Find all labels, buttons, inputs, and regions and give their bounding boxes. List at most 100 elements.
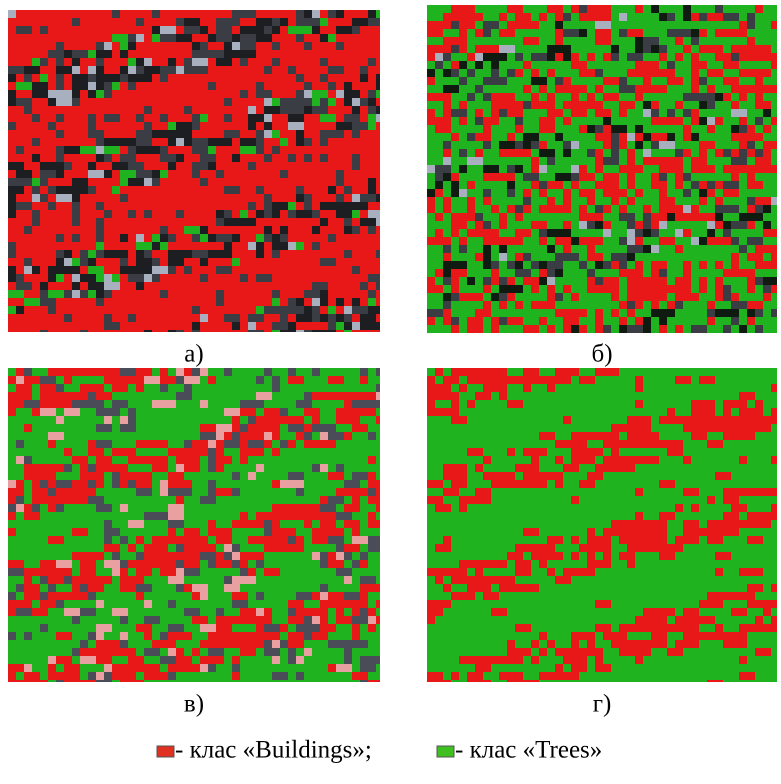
texture	[288, 186, 296, 194]
texture	[443, 237, 451, 245]
texture	[683, 317, 691, 325]
texture	[64, 58, 72, 66]
texture	[128, 330, 144, 338]
texture	[435, 117, 443, 125]
texture	[635, 173, 643, 181]
texture	[352, 488, 360, 496]
texture	[120, 90, 128, 98]
texture	[675, 277, 683, 285]
texture	[80, 322, 88, 330]
texture	[104, 536, 112, 544]
texture	[344, 392, 352, 400]
texture	[80, 122, 88, 130]
texture	[539, 173, 555, 181]
texture	[136, 560, 144, 568]
texture	[312, 266, 320, 274]
texture	[491, 197, 499, 205]
texture	[475, 245, 483, 253]
texture	[208, 98, 216, 106]
texture	[427, 237, 435, 245]
texture	[587, 285, 595, 293]
texture	[336, 592, 344, 600]
texture	[515, 656, 523, 664]
texture	[531, 640, 539, 648]
texture	[739, 45, 747, 53]
texture	[691, 408, 699, 416]
texture	[515, 464, 523, 472]
texture	[467, 157, 475, 165]
texture	[483, 21, 491, 29]
texture	[771, 45, 779, 53]
texture	[168, 480, 176, 488]
texture	[368, 472, 376, 480]
texture	[288, 266, 296, 274]
texture	[643, 157, 651, 165]
texture	[96, 138, 104, 146]
texture	[80, 648, 88, 656]
texture	[715, 416, 723, 424]
texture	[459, 237, 467, 245]
texture	[360, 50, 368, 58]
texture	[104, 456, 112, 464]
texture	[96, 384, 104, 392]
texture	[747, 424, 763, 432]
texture	[683, 624, 699, 632]
texture	[491, 181, 499, 189]
texture	[208, 154, 216, 162]
texture	[627, 29, 643, 37]
texture	[675, 109, 683, 117]
texture	[475, 205, 483, 213]
texture	[264, 202, 272, 210]
texture	[328, 210, 336, 218]
texture	[763, 317, 779, 325]
texture	[659, 101, 667, 109]
texture	[643, 37, 651, 45]
texture	[80, 66, 88, 74]
texture	[443, 408, 451, 416]
texture	[467, 261, 483, 269]
texture	[352, 536, 368, 544]
texture	[771, 384, 779, 392]
texture	[256, 392, 272, 400]
texture	[224, 584, 240, 592]
texture	[467, 109, 475, 117]
texture	[8, 106, 24, 114]
texture	[603, 133, 611, 141]
texture	[120, 178, 128, 186]
texture	[579, 141, 587, 149]
texture	[168, 178, 176, 186]
texture	[579, 285, 587, 293]
texture	[723, 253, 731, 261]
texture	[635, 229, 643, 237]
texture	[627, 141, 635, 149]
texture	[144, 648, 160, 656]
texture	[539, 317, 547, 325]
texture	[320, 10, 328, 18]
texture	[691, 261, 699, 269]
texture	[723, 432, 731, 440]
texture	[435, 608, 443, 616]
texture	[312, 242, 320, 250]
texture	[515, 648, 531, 656]
texture	[531, 456, 539, 464]
texture	[643, 536, 659, 544]
texture	[747, 133, 755, 141]
texture	[328, 290, 344, 298]
texture	[376, 520, 384, 528]
texture	[771, 456, 781, 464]
texture	[336, 154, 344, 162]
texture	[8, 608, 16, 616]
texture	[128, 146, 136, 154]
texture	[483, 197, 491, 205]
texture	[515, 69, 523, 77]
texture	[499, 584, 515, 592]
texture	[112, 464, 120, 472]
texture	[24, 218, 32, 226]
texture	[152, 194, 160, 202]
texture	[136, 26, 144, 34]
texture	[16, 202, 32, 210]
texture	[80, 384, 88, 392]
texture	[88, 58, 96, 66]
texture	[32, 242, 40, 250]
texture	[208, 624, 216, 632]
